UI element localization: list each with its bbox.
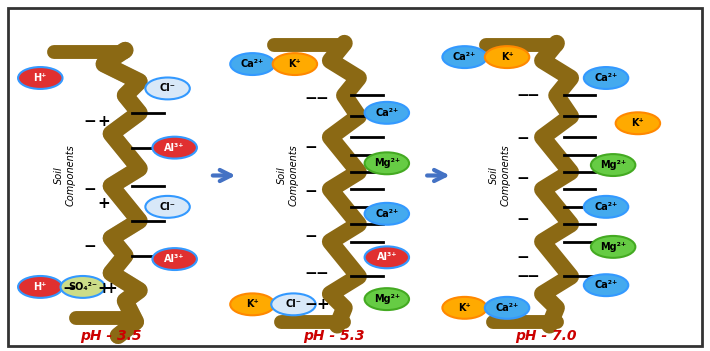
Circle shape <box>365 152 409 174</box>
Text: −: − <box>304 229 317 244</box>
Circle shape <box>153 137 197 159</box>
Circle shape <box>18 67 62 89</box>
Text: pH - 7.0: pH - 7.0 <box>515 329 577 343</box>
Text: H⁺: H⁺ <box>33 282 47 292</box>
Circle shape <box>584 274 628 296</box>
Circle shape <box>591 154 635 176</box>
Circle shape <box>584 67 628 89</box>
Text: K⁺: K⁺ <box>288 59 301 69</box>
Text: −: − <box>516 250 529 265</box>
Circle shape <box>365 288 409 310</box>
Circle shape <box>485 46 529 68</box>
Text: Mg²⁺: Mg²⁺ <box>600 160 626 170</box>
Circle shape <box>146 196 190 218</box>
Text: Al³⁺: Al³⁺ <box>376 252 397 262</box>
Text: Mg²⁺: Mg²⁺ <box>600 242 626 252</box>
Text: Cl⁻: Cl⁻ <box>285 299 302 309</box>
Text: H⁺: H⁺ <box>33 73 47 83</box>
Text: Ca²⁺: Ca²⁺ <box>241 59 264 69</box>
Circle shape <box>273 53 317 75</box>
Text: Soil
Components: Soil Components <box>277 145 299 206</box>
Text: Ca²⁺: Ca²⁺ <box>496 303 519 313</box>
Text: pH - 3.5: pH - 3.5 <box>80 329 142 343</box>
Text: −: − <box>304 297 317 312</box>
Text: Cl⁻: Cl⁻ <box>160 202 175 212</box>
Circle shape <box>616 112 660 134</box>
Text: +: + <box>104 281 117 296</box>
Text: +: + <box>97 114 110 129</box>
Text: Ca²⁺: Ca²⁺ <box>594 202 618 212</box>
Text: Al³⁺: Al³⁺ <box>165 143 185 153</box>
Text: −: − <box>516 269 529 284</box>
Text: +: + <box>97 281 110 296</box>
FancyBboxPatch shape <box>9 8 701 346</box>
Text: Soil
Components: Soil Components <box>489 145 510 206</box>
Circle shape <box>584 196 628 218</box>
Circle shape <box>153 248 197 270</box>
Text: Ca²⁺: Ca²⁺ <box>375 108 398 118</box>
Text: −: − <box>304 184 317 199</box>
Text: −: − <box>62 281 75 296</box>
Text: −: − <box>516 212 529 226</box>
Text: Ca²⁺: Ca²⁺ <box>375 209 398 219</box>
Text: SO₄²⁻: SO₄²⁻ <box>68 282 97 292</box>
Circle shape <box>591 236 635 258</box>
Text: K⁺: K⁺ <box>246 299 259 309</box>
Circle shape <box>442 297 487 319</box>
Circle shape <box>18 276 62 298</box>
Text: K⁺: K⁺ <box>501 52 513 62</box>
Text: +: + <box>317 297 329 312</box>
Text: −: − <box>83 182 96 197</box>
Text: −: − <box>304 265 317 280</box>
Circle shape <box>485 297 529 319</box>
Circle shape <box>365 203 409 225</box>
Text: −: − <box>315 91 328 106</box>
Text: Ca²⁺: Ca²⁺ <box>594 73 618 83</box>
Text: −: − <box>315 265 328 280</box>
Text: −: − <box>304 91 317 106</box>
Circle shape <box>146 78 190 99</box>
Text: K⁺: K⁺ <box>458 303 471 313</box>
Text: Al³⁺: Al³⁺ <box>165 254 185 264</box>
Circle shape <box>230 53 275 75</box>
Circle shape <box>60 276 105 298</box>
Circle shape <box>271 293 316 315</box>
Text: Cl⁻: Cl⁻ <box>160 84 175 93</box>
Circle shape <box>365 102 409 124</box>
Text: −: − <box>304 140 317 155</box>
Text: −: − <box>527 269 540 284</box>
Text: Mg²⁺: Mg²⁺ <box>373 158 400 168</box>
Text: K⁺: K⁺ <box>631 118 644 128</box>
Text: −: − <box>83 239 96 254</box>
Circle shape <box>365 246 409 268</box>
Text: Ca²⁺: Ca²⁺ <box>453 52 476 62</box>
Text: −: − <box>83 114 96 129</box>
Text: Ca²⁺: Ca²⁺ <box>594 280 618 290</box>
Circle shape <box>230 293 275 315</box>
Text: −: − <box>527 88 540 103</box>
Text: −: − <box>516 131 529 146</box>
Circle shape <box>442 46 487 68</box>
Text: pH - 5.3: pH - 5.3 <box>303 329 364 343</box>
Text: +: + <box>97 196 110 211</box>
Text: −: − <box>516 88 529 103</box>
Text: −: − <box>516 172 529 186</box>
Text: Soil
Components: Soil Components <box>54 145 76 206</box>
Text: Mg²⁺: Mg²⁺ <box>373 294 400 304</box>
